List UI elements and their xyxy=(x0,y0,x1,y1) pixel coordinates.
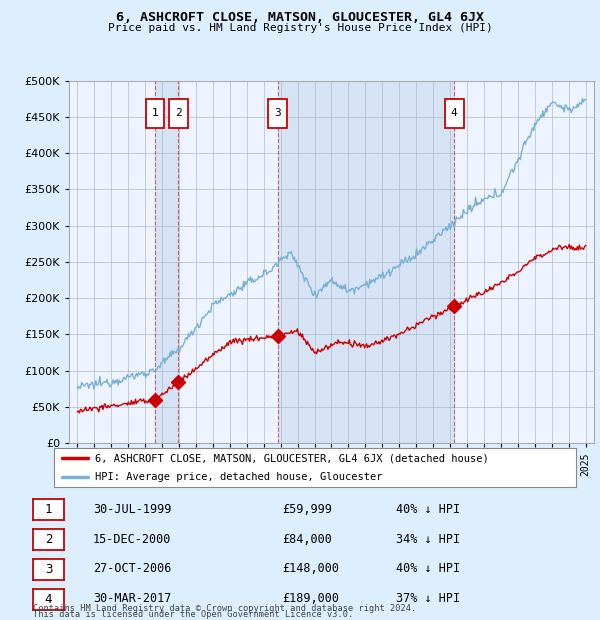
Bar xyxy=(155,81,178,443)
Text: This data is licensed under the Open Government Licence v3.0.: This data is licensed under the Open Gov… xyxy=(33,610,353,619)
Text: £189,000: £189,000 xyxy=(282,592,339,605)
Text: 40% ↓ HPI: 40% ↓ HPI xyxy=(396,503,460,516)
Text: £59,999: £59,999 xyxy=(282,503,332,516)
Text: HPI: Average price, detached house, Gloucester: HPI: Average price, detached house, Glou… xyxy=(95,472,382,482)
Text: 37% ↓ HPI: 37% ↓ HPI xyxy=(396,592,460,605)
Text: 3: 3 xyxy=(45,563,52,576)
Text: 15-DEC-2000: 15-DEC-2000 xyxy=(93,533,172,546)
Text: £84,000: £84,000 xyxy=(282,533,332,546)
Bar xyxy=(445,99,464,128)
Bar xyxy=(268,99,287,128)
Text: 6, ASHCROFT CLOSE, MATSON, GLOUCESTER, GL4 6JX: 6, ASHCROFT CLOSE, MATSON, GLOUCESTER, G… xyxy=(116,11,484,24)
Text: 30-JUL-1999: 30-JUL-1999 xyxy=(93,503,172,516)
Bar xyxy=(169,99,188,128)
Text: 2: 2 xyxy=(175,108,182,118)
Text: 1: 1 xyxy=(152,108,158,118)
Text: £148,000: £148,000 xyxy=(282,562,339,575)
Text: 30-MAR-2017: 30-MAR-2017 xyxy=(93,592,172,605)
Text: 6, ASHCROFT CLOSE, MATSON, GLOUCESTER, GL4 6JX (detached house): 6, ASHCROFT CLOSE, MATSON, GLOUCESTER, G… xyxy=(95,453,488,463)
Text: 4: 4 xyxy=(451,108,458,118)
Bar xyxy=(278,81,454,443)
Text: Contains HM Land Registry data © Crown copyright and database right 2024.: Contains HM Land Registry data © Crown c… xyxy=(33,603,416,613)
Text: Price paid vs. HM Land Registry's House Price Index (HPI): Price paid vs. HM Land Registry's House … xyxy=(107,23,493,33)
Text: 4: 4 xyxy=(45,593,52,606)
Text: 34% ↓ HPI: 34% ↓ HPI xyxy=(396,533,460,546)
Bar xyxy=(146,99,164,128)
Text: 3: 3 xyxy=(274,108,281,118)
Text: 27-OCT-2006: 27-OCT-2006 xyxy=(93,562,172,575)
Text: 40% ↓ HPI: 40% ↓ HPI xyxy=(396,562,460,575)
Text: 2: 2 xyxy=(45,533,52,546)
Text: 1: 1 xyxy=(45,503,52,516)
